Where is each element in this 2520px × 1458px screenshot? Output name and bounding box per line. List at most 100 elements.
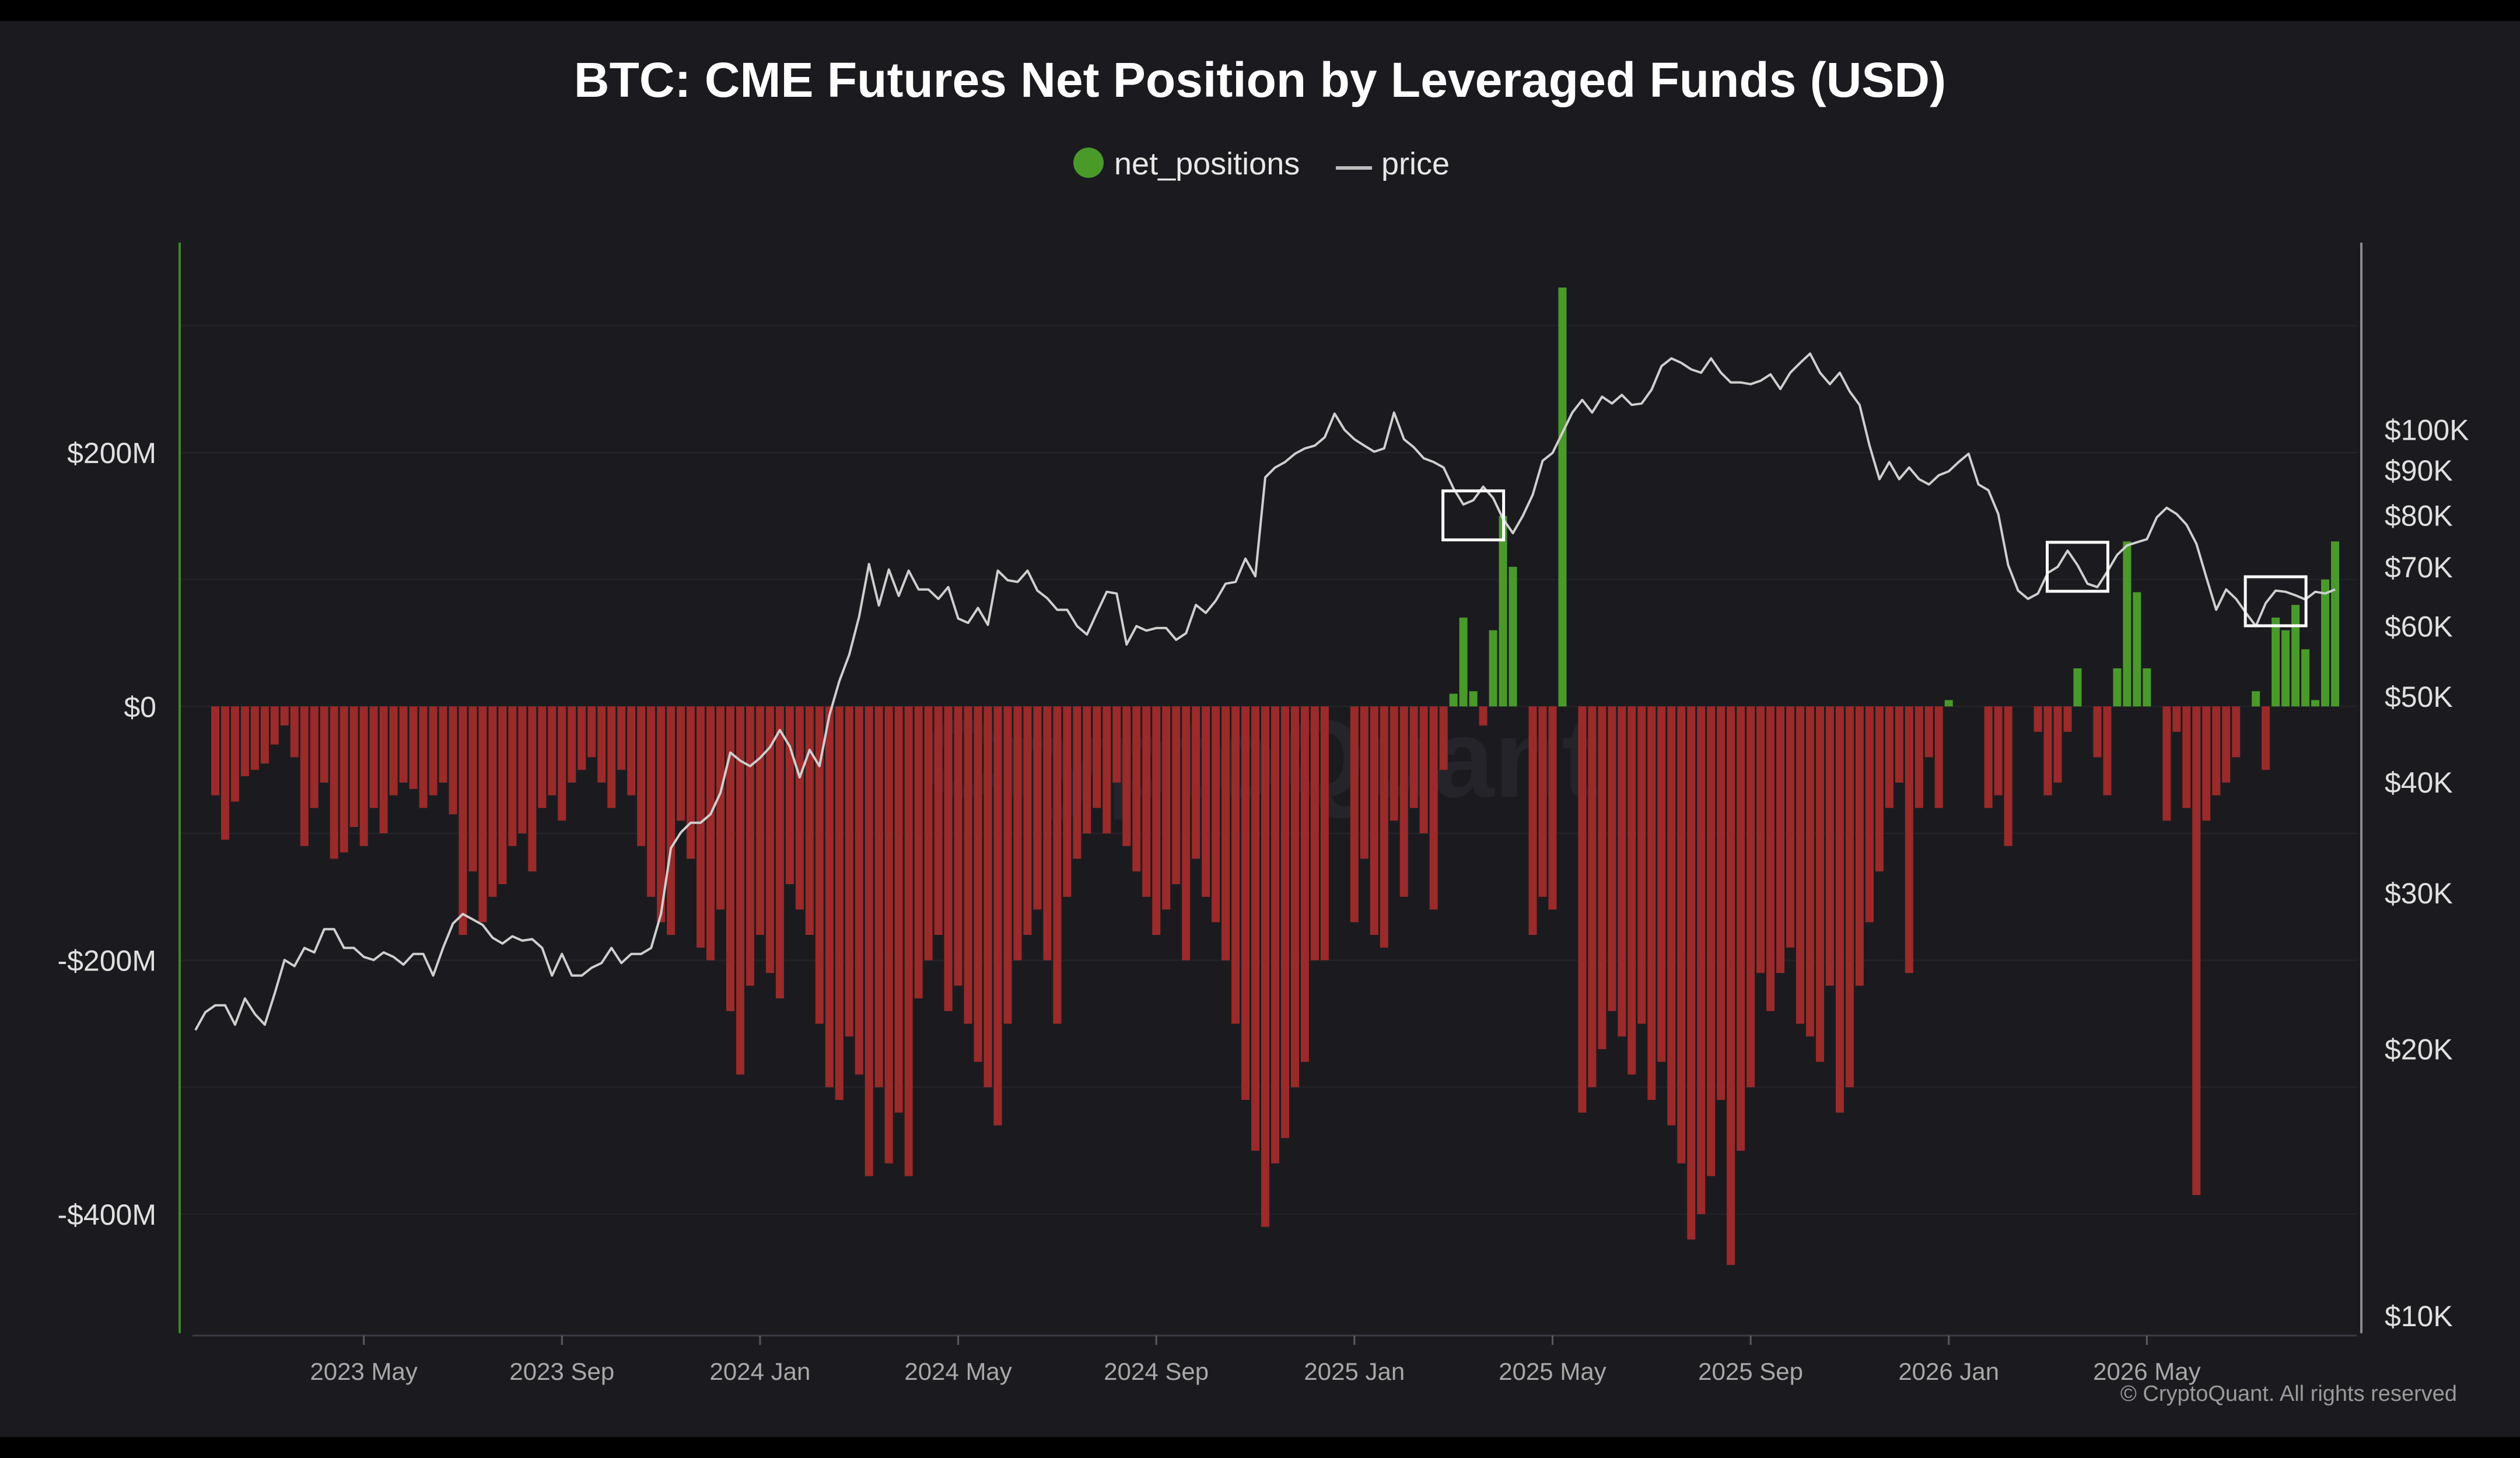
net-position-bar	[1270, 706, 1279, 1163]
net-position-bar	[677, 706, 685, 821]
net-position-bar	[1261, 706, 1270, 1227]
net-position-bar	[2043, 706, 2052, 795]
net-position-bar	[369, 706, 378, 808]
net-position-bar	[944, 706, 953, 1011]
net-position-bar	[349, 706, 358, 828]
net-position-bar	[2103, 706, 2112, 795]
net-position-bar	[1984, 706, 1993, 808]
net-position-bar	[508, 706, 517, 846]
right-tick-label: $90K	[2385, 454, 2453, 487]
net-position-bar	[2133, 592, 2141, 707]
net-position-bar	[755, 706, 764, 935]
net-position-bar	[2311, 700, 2320, 707]
net-position-bar	[1023, 706, 1032, 935]
net-position-bar	[2073, 668, 2082, 707]
legend-label-net-positions[interactable]: net_positions	[1114, 146, 1300, 181]
net-position-bar	[2202, 706, 2211, 821]
net-position-bar	[894, 706, 903, 1113]
x-tick-label: 2026 Jan	[1898, 1358, 1999, 1385]
net-position-bar	[2113, 668, 2122, 707]
net-position-bar	[409, 706, 418, 789]
right-tick-label: $20K	[2385, 1033, 2453, 1066]
net-position-bar	[1192, 706, 1200, 859]
price-line	[194, 352, 2336, 1031]
net-position-bar	[1162, 706, 1171, 910]
axes	[178, 243, 2362, 1337]
net-position-bar	[1756, 706, 1765, 973]
chart-frame: BTC: CME Futures Net Position by Leverag…	[0, 21, 2520, 1437]
net-position-bar	[647, 706, 656, 897]
net-position-bar	[2321, 579, 2330, 707]
net-position-bar	[1737, 706, 1745, 1151]
right-axis-ticks: $100K $90K $80K $70K $60K $50K $40K $30K $20K $10…	[2385, 413, 2469, 1333]
net-position-bar	[1439, 706, 1448, 770]
net-position-bar	[706, 706, 715, 961]
net-position-bar	[874, 706, 883, 1088]
net-position-bar	[429, 706, 438, 795]
net-position-bar	[954, 706, 963, 986]
net-position-bar	[805, 706, 814, 935]
net-position-bar	[765, 706, 774, 973]
net-position-bar	[845, 706, 853, 1037]
net-position-bar	[2262, 706, 2270, 770]
net-position-bar	[1598, 706, 1606, 1049]
watermark: CryptoQuant	[921, 697, 1598, 821]
net-position-bar	[914, 706, 923, 998]
net-position-bar	[399, 706, 408, 783]
net-position-bar	[1093, 706, 1101, 808]
net-position-bar	[1499, 516, 1507, 707]
right-tick-label: $40K	[2385, 766, 2453, 799]
x-tick-label: 2025 Sep	[1698, 1358, 1803, 1385]
net-position-bar	[1182, 706, 1191, 961]
net-position-bar	[379, 706, 388, 833]
net-position-bar	[439, 706, 447, 783]
net-position-bar	[1835, 706, 1844, 1113]
legend-label-price[interactable]: price	[1381, 146, 1450, 181]
net-position-bar	[280, 706, 289, 726]
net-position-bar	[617, 706, 626, 770]
net-position-bar	[1469, 691, 1478, 707]
net-position-bar	[1895, 706, 1903, 783]
highlight-box	[2045, 541, 2109, 593]
net-position-bar	[1578, 706, 1587, 1113]
net-position-bar	[1003, 706, 1012, 1024]
chart: BTC: CME Futures Net Position by Leverag…	[57, 52, 2469, 1406]
left-tick-label: $0	[124, 691, 156, 723]
net-position-bar	[300, 706, 309, 846]
net-position-bar	[855, 706, 863, 1075]
net-position-bar	[1608, 706, 1616, 1011]
x-axis-ticks: 2023 May 2023 Sep 2024 Jan 2024 May 2024 Sep…	[310, 1336, 2201, 1385]
net-position-bar	[2232, 706, 2241, 758]
net-position-bar	[884, 706, 893, 1163]
left-tick-label: -$200M	[57, 945, 156, 977]
net-position-bar	[864, 706, 873, 1176]
net-position-bar	[1994, 706, 2003, 795]
net-position-bar	[904, 706, 913, 1176]
net-position-bar	[657, 706, 666, 923]
right-tick-label: $10K	[2385, 1300, 2453, 1333]
net-position-bar	[1746, 706, 1755, 1088]
net-position-bar	[1815, 706, 1824, 1062]
left-tick-label: $200M	[67, 437, 156, 469]
net-position-bar	[1786, 706, 1795, 948]
net-position-bar	[1380, 706, 1388, 948]
net-position-bar	[459, 706, 467, 935]
net-position-bar	[1677, 706, 1686, 1163]
net-position-bar	[2172, 706, 2181, 732]
net-position-bar	[1558, 288, 1567, 707]
net-position-bar	[250, 706, 259, 770]
net-position-bar	[1013, 706, 1022, 961]
net-position-bar	[2093, 706, 2102, 758]
net-position-bar	[2252, 691, 2260, 707]
net-position-bar	[2272, 617, 2280, 707]
net-position-bar	[607, 706, 616, 808]
legend-dot-net-positions	[1073, 148, 1104, 178]
net-position-bar	[2053, 706, 2062, 783]
net-position-bar	[230, 706, 239, 802]
net-position-bar	[558, 706, 566, 821]
net-position-bar	[1043, 706, 1052, 961]
net-position-bar	[1508, 566, 1517, 707]
net-position-bar	[627, 706, 636, 795]
net-position-bar	[785, 706, 794, 884]
net-position-bar	[1459, 617, 1468, 707]
